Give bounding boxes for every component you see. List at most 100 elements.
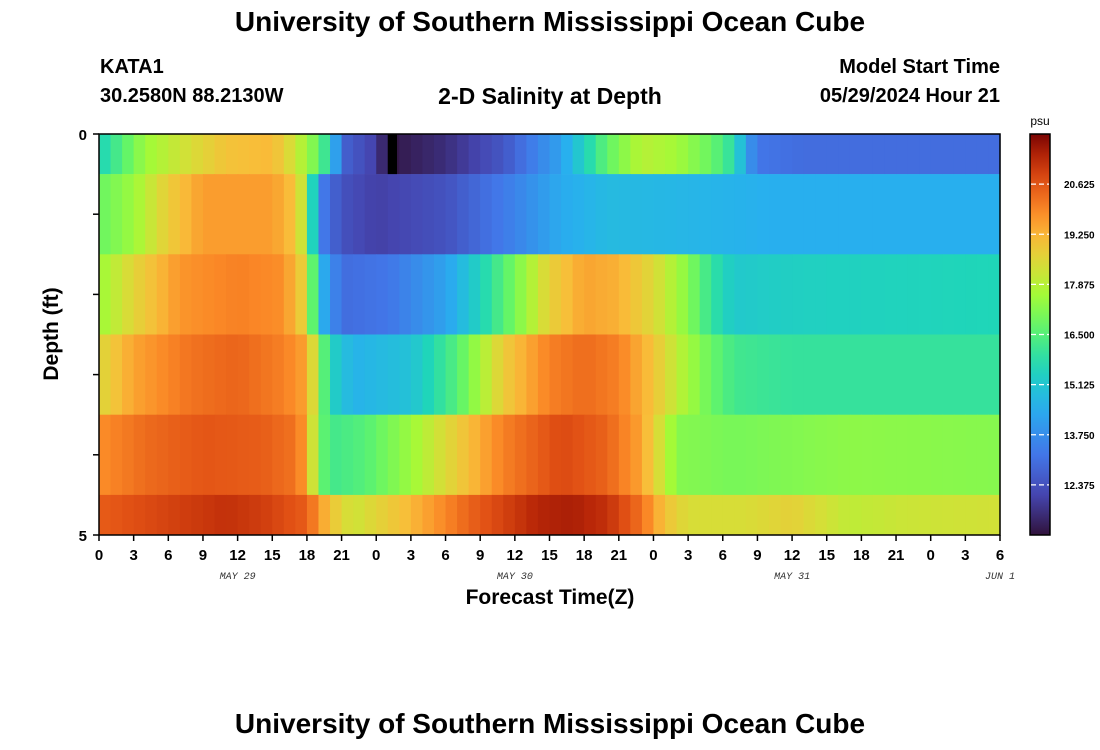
heatmap-cell <box>711 254 724 335</box>
heatmap-cell <box>803 414 816 496</box>
heatmap-cell <box>676 414 689 496</box>
heatmap-cell <box>422 414 435 496</box>
heatmap-cell <box>745 494 759 536</box>
heatmap-cell <box>584 134 597 175</box>
x-axis-date-label: MAY 30 <box>497 572 533 583</box>
station-coordinates: 30.2580N 88.2130W <box>100 85 284 107</box>
heatmap-cell <box>353 174 366 255</box>
heatmap-cell <box>826 174 839 255</box>
heatmap-cell <box>491 334 504 415</box>
heatmap-cell <box>387 494 400 536</box>
heatmap-cell <box>445 174 458 255</box>
heatmap-cell <box>272 254 285 335</box>
heatmap-cell <box>272 414 285 496</box>
heatmap-cell <box>641 174 655 255</box>
heatmap-cell <box>584 174 597 255</box>
heatmap-cell <box>318 254 331 335</box>
y-axis-title: Depth (ft) <box>40 287 63 380</box>
heatmap-cell <box>942 494 955 536</box>
heatmap-cell <box>491 174 504 255</box>
heatmap-cell <box>722 174 735 255</box>
heatmap-cell <box>491 254 504 335</box>
heatmap-cell <box>549 334 562 415</box>
heatmap-cell <box>341 174 354 255</box>
heatmap-cell <box>653 494 666 536</box>
x-axis-tick-label: 9 <box>199 547 207 564</box>
heatmap-cell <box>872 334 886 415</box>
heatmap-cell <box>953 254 966 335</box>
heatmap-cell <box>514 254 527 335</box>
heatmap-cell <box>249 174 262 255</box>
heatmap-cell <box>445 254 458 335</box>
heatmap-cell <box>561 174 574 255</box>
x-axis-date-label: JUN 1 <box>985 572 1015 583</box>
heatmap-cell <box>757 414 770 496</box>
heatmap-cell <box>364 494 377 536</box>
heatmap-cell <box>780 414 793 496</box>
heatmap-cell <box>260 494 273 536</box>
heatmap-cell <box>191 254 204 335</box>
heatmap-cell <box>872 174 886 255</box>
heatmap-cell <box>503 494 516 536</box>
x-axis-tick-label: 3 <box>684 547 692 564</box>
heatmap-cell <box>572 334 585 415</box>
heatmap-cell <box>283 174 296 255</box>
heatmap-cell <box>942 174 955 255</box>
heatmap-cell <box>272 174 285 255</box>
heatmap-cell <box>872 134 886 175</box>
heatmap-cell <box>930 174 943 255</box>
heatmap-cell <box>838 414 851 496</box>
colorbar-unit: psu <box>1030 114 1049 128</box>
heatmap-cell <box>341 494 354 536</box>
heatmap-cell <box>468 174 481 255</box>
x-axis-tick-label: 18 <box>853 547 870 564</box>
heatmap-cell <box>341 334 354 415</box>
heatmap-cell <box>249 494 262 536</box>
heatmap-cell <box>353 494 366 536</box>
heatmap-cell <box>734 494 747 536</box>
heatmap-cell <box>226 174 239 255</box>
heatmap-cell <box>330 334 343 415</box>
heatmap-cell <box>584 494 597 536</box>
heatmap-cell <box>861 334 874 415</box>
heatmap-cell <box>965 414 978 496</box>
heatmap-cell <box>491 494 504 536</box>
heatmap-cell <box>618 494 631 536</box>
heatmap-cell <box>699 414 712 496</box>
heatmap-cell <box>722 334 735 415</box>
heatmap-cell <box>976 334 990 415</box>
heatmap-cell <box>110 414 123 496</box>
heatmap-cell <box>179 174 193 255</box>
heatmap-cell <box>226 494 239 536</box>
heatmap-cell <box>526 414 539 496</box>
colorbar-tick-label: 16.500 <box>1064 331 1095 342</box>
heatmap-cell <box>387 414 400 496</box>
heatmap-cell <box>665 174 678 255</box>
heatmap-cell <box>156 174 169 255</box>
heatmap-cell <box>849 494 862 536</box>
heatmap-cell <box>295 174 308 255</box>
heatmap-cell <box>896 494 909 536</box>
x-axis-tick-label: 0 <box>95 547 103 564</box>
heatmap-cell <box>641 414 655 496</box>
heatmap-cell <box>376 174 389 255</box>
heatmap-cell <box>872 414 886 496</box>
heatmap-cell <box>595 174 608 255</box>
heatmap-cell <box>826 254 839 335</box>
heatmap-cell <box>168 134 181 175</box>
heatmap-cell <box>376 414 389 496</box>
heatmap-cell <box>433 414 447 496</box>
heatmap-cell <box>896 334 909 415</box>
heatmap-cell <box>607 134 620 175</box>
heatmap-cell <box>503 254 516 335</box>
x-axis-tick-label: 9 <box>753 547 761 564</box>
model-start-label: Model Start Time <box>839 56 1000 78</box>
colorbar: psu 20.625 19.250 17.875 16.500 15.125 13.750… <box>1029 114 1095 536</box>
heatmap-cell <box>572 494 585 536</box>
heatmap-cell <box>364 334 377 415</box>
heatmap-cell <box>896 134 909 175</box>
x-axis-tick-label: 3 <box>129 547 137 564</box>
heatmap-cell <box>457 414 470 496</box>
heatmap-cell <box>641 494 655 536</box>
heatmap-cell <box>318 334 331 415</box>
